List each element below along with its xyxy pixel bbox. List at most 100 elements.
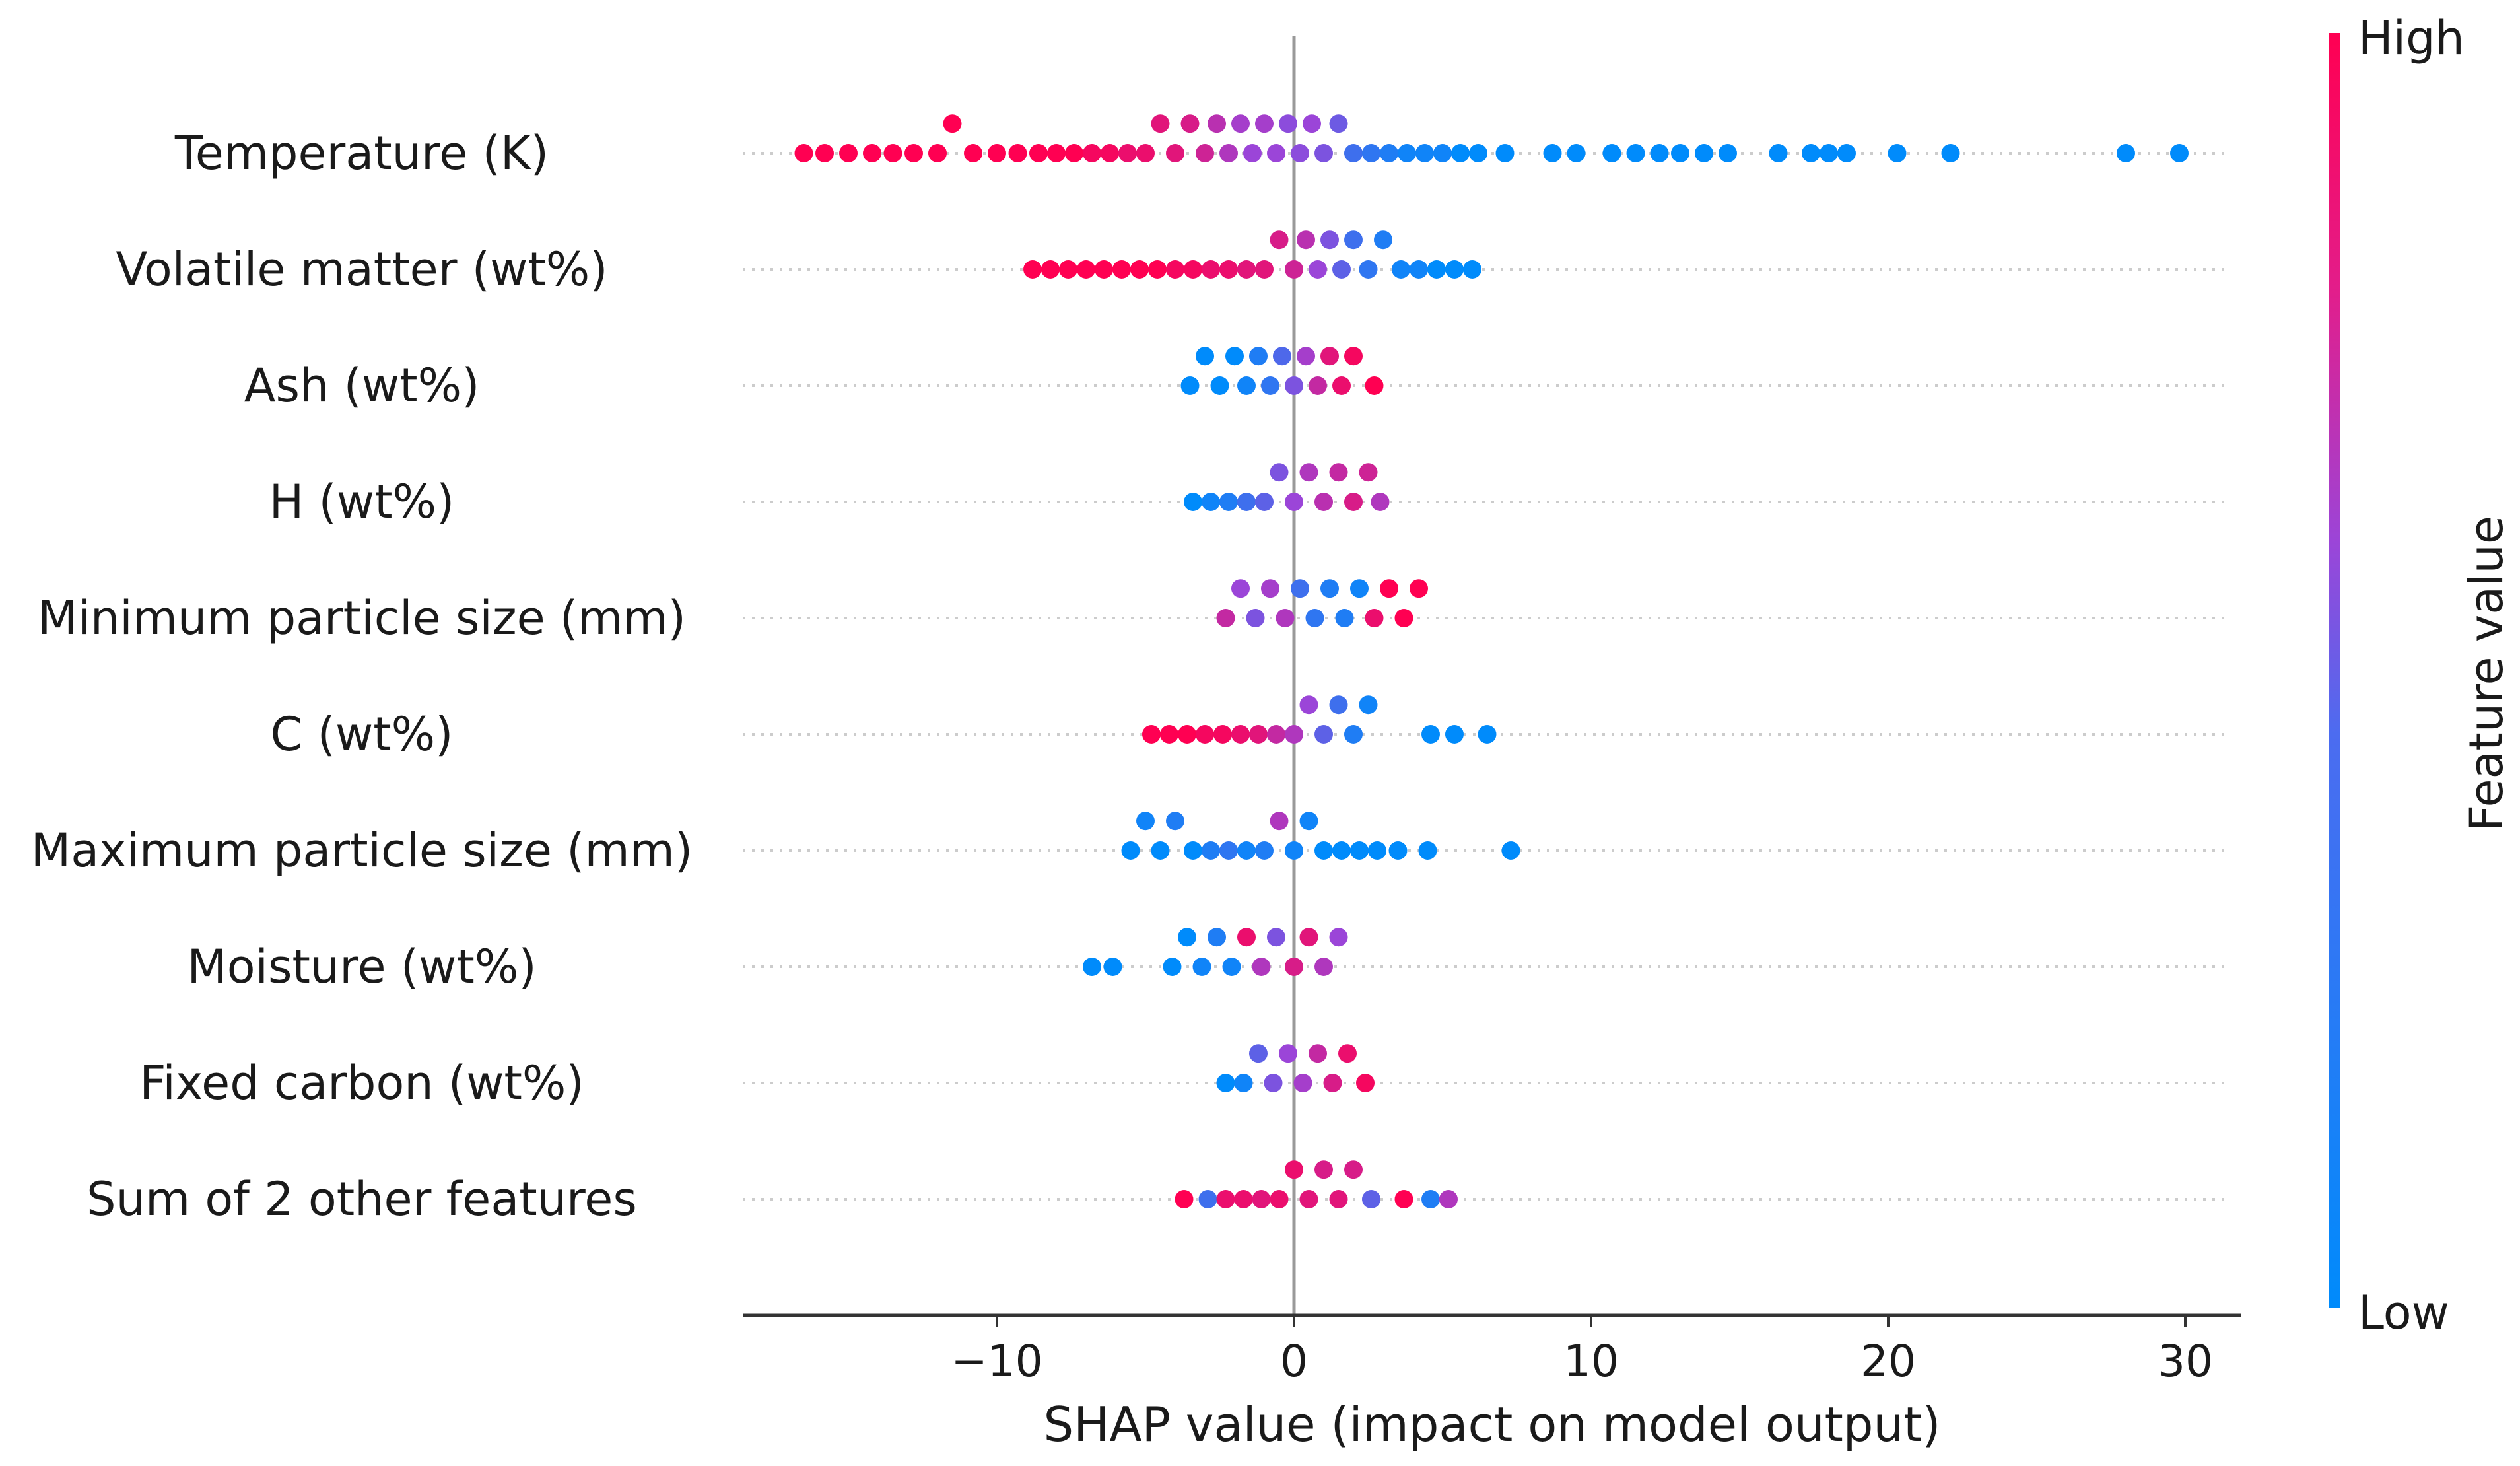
shap-point (1121, 841, 1140, 860)
shap-point (1719, 144, 1737, 162)
shap-point (1267, 725, 1285, 744)
shap-point (1285, 841, 1303, 860)
shap-point (1234, 1074, 1253, 1092)
shap-point (1299, 695, 1318, 715)
shap-point (1285, 376, 1303, 395)
shap-point (1820, 144, 1838, 162)
shap-point (1941, 144, 1960, 162)
shap-point (1184, 493, 1202, 511)
feature-label: H (wt%) (269, 475, 455, 529)
colorbar-high-label: High (2358, 11, 2465, 65)
shap-point (1368, 841, 1386, 860)
shap-point (1410, 579, 1428, 598)
shap-point (1329, 114, 1348, 133)
shap-point (1231, 725, 1250, 744)
shap-point (1285, 1160, 1303, 1179)
shap-point (1216, 1190, 1235, 1208)
shap-point (1243, 144, 1262, 162)
shap-point (1626, 144, 1645, 162)
shap-point (1270, 463, 1289, 482)
shap-point (1371, 493, 1390, 511)
shap-point (1151, 114, 1170, 133)
shap-point (1255, 493, 1274, 511)
shap-point (1451, 144, 1470, 162)
shap-point (1008, 144, 1027, 162)
shap-points (794, 114, 2189, 1208)
shap-point (1291, 579, 1309, 598)
shap-point (883, 144, 902, 162)
colorbar-bar (2329, 33, 2340, 1308)
shap-point (1344, 1160, 1363, 1179)
x-tick-label: 30 (2158, 1336, 2213, 1387)
shap-point (1180, 376, 1200, 395)
shap-point (1388, 841, 1408, 860)
shap-point (1130, 260, 1149, 279)
shap-point (1196, 144, 1214, 162)
shap-point (1065, 144, 1083, 162)
shap-point (1270, 812, 1289, 831)
shap-point (1279, 114, 1297, 133)
feature-label: Moisture (wt%) (187, 940, 536, 994)
shap-point (1299, 1190, 1318, 1208)
shap-point (1249, 725, 1268, 744)
shap-point (863, 144, 881, 162)
x-tick-label: 0 (1280, 1336, 1308, 1387)
shap-point (1178, 725, 1196, 744)
shap-point (815, 144, 834, 162)
shap-point (1234, 1190, 1253, 1208)
shap-point (1166, 812, 1184, 831)
shap-point (1184, 841, 1202, 860)
shap-point (1837, 144, 1856, 162)
shap-point (1695, 144, 1713, 162)
feature-label: Maximum particle size (mm) (31, 823, 693, 878)
shap-point (1216, 1074, 1235, 1092)
x-tick-label: −10 (951, 1336, 1042, 1387)
x-tick-label: 20 (1860, 1336, 1916, 1387)
shap-point (1398, 144, 1416, 162)
shap-point (1380, 144, 1398, 162)
shap-point (1237, 928, 1256, 947)
shap-point (1118, 144, 1137, 162)
shap-point (1344, 144, 1363, 162)
shap-point (1309, 260, 1327, 279)
shap-point (1329, 1190, 1348, 1208)
shap-point (1356, 1074, 1375, 1092)
shap-point (1202, 493, 1220, 511)
shap-point (1362, 144, 1380, 162)
shap-point (1285, 493, 1303, 511)
shap-point (1323, 1074, 1342, 1092)
shap-point (1285, 958, 1303, 976)
shap-point (1023, 260, 1042, 279)
shap-point (1671, 144, 1689, 162)
shap-point (1463, 260, 1481, 279)
shap-point (1264, 1074, 1283, 1092)
shap-point (1083, 144, 1101, 162)
shap-point (928, 144, 947, 162)
shap-point (1255, 260, 1274, 279)
feature-label: C (wt%) (271, 707, 454, 761)
shap-point (1314, 1160, 1333, 1179)
row-guides (743, 152, 2231, 1201)
shap-point (1291, 144, 1309, 162)
shap-point (1231, 114, 1250, 133)
shap-point (1602, 144, 1621, 162)
shap-point (1192, 958, 1211, 976)
shap-point (1160, 725, 1178, 744)
shap-point (1299, 463, 1318, 482)
shap-point (1148, 260, 1167, 279)
shap-point (1184, 260, 1202, 279)
shap-point (1273, 347, 1291, 366)
shap-point (1350, 841, 1369, 860)
shap-point (1365, 376, 1384, 395)
shap-point (1047, 144, 1066, 162)
shap-point (1219, 144, 1238, 162)
feature-label: Temperature (K) (174, 126, 549, 180)
shap-point (1202, 260, 1220, 279)
shap-point (1445, 260, 1464, 279)
shap-point (1276, 609, 1295, 627)
shap-point (839, 144, 858, 162)
shap-point (1309, 376, 1327, 395)
shap-point (1332, 260, 1351, 279)
shap-point (1255, 114, 1274, 133)
